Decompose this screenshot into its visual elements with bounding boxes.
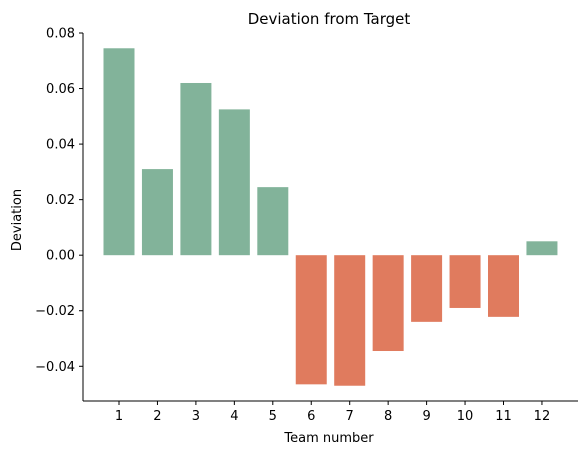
- x-tick-label: 3: [192, 409, 200, 424]
- x-tick-label: 12: [534, 409, 551, 424]
- x-axis-label: Team number: [283, 431, 374, 446]
- y-axis-label: Deviation: [10, 189, 25, 251]
- bar-team-4: [219, 109, 250, 255]
- bar-team-6: [296, 255, 327, 384]
- chart-title: Deviation from Target: [248, 10, 411, 28]
- bars-group: [104, 48, 558, 385]
- y-tick-label: 0.06: [46, 82, 75, 97]
- bar-team-1: [104, 48, 135, 255]
- bar-team-12: [526, 241, 557, 255]
- bar-team-5: [257, 187, 288, 255]
- x-tick-label: 6: [307, 409, 315, 424]
- x-tick-label: 7: [346, 409, 354, 424]
- x-tick-label: 9: [422, 409, 430, 424]
- x-tick-label: 8: [384, 409, 392, 424]
- y-tick-label: −0.02: [35, 304, 75, 319]
- y-axis: −0.04 −0.02 0.00 0.02 0.04 0.06 0.08: [35, 27, 83, 402]
- x-tick-label: 5: [269, 409, 277, 424]
- x-tick-label: 4: [230, 409, 238, 424]
- y-tick-label: −0.04: [35, 360, 75, 375]
- x-tick-label: 1: [115, 409, 123, 424]
- y-tick-label: 0.00: [46, 249, 75, 264]
- bar-team-2: [142, 169, 173, 255]
- y-tick-label: 0.02: [46, 193, 75, 208]
- bar-team-11: [488, 255, 519, 317]
- bar-team-3: [180, 83, 211, 255]
- bar-team-10: [450, 255, 481, 308]
- y-tick-label: 0.04: [46, 138, 75, 153]
- bar-team-8: [373, 255, 404, 351]
- x-tick-label: 11: [495, 409, 512, 424]
- x-axis: 1 2 3 4 5 6 7 8 9 10 11 12: [83, 401, 578, 424]
- y-tick-label: 0.08: [46, 27, 75, 42]
- x-tick-label: 10: [457, 409, 474, 424]
- bar-team-7: [334, 255, 365, 386]
- x-tick-label: 2: [153, 409, 161, 424]
- bar-team-9: [411, 255, 442, 322]
